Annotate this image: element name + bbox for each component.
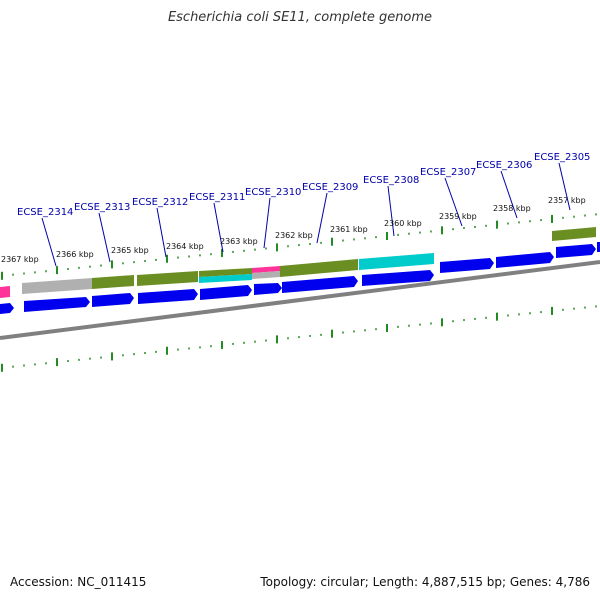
cds-arrow (556, 244, 596, 258)
gene-label[interactable]: ECSE_2311 (189, 192, 245, 203)
gene-label[interactable]: ECSE_2309 (302, 182, 358, 193)
cds-arrow (440, 258, 494, 273)
cog-feature (22, 278, 92, 294)
cds-arrow (200, 285, 252, 300)
cds-arrow (138, 289, 198, 304)
cog-feature (199, 274, 252, 283)
inner-tick-ring (1, 305, 597, 372)
gene-leader-lines (41, 162, 571, 267)
cog-feature (252, 266, 280, 273)
gene-label[interactable]: ECSE_2305 (534, 152, 590, 163)
gene-label[interactable]: ECSE_2312 (132, 197, 188, 208)
gene-label[interactable]: ECSE_2308 (363, 175, 419, 186)
leader-line (316, 192, 328, 244)
gene-label[interactable]: ECSE_2306 (476, 160, 532, 171)
cog-feature (252, 271, 280, 279)
kbp-label: 2367 kbp (1, 255, 39, 264)
leader-line (98, 212, 111, 263)
leader-line (444, 177, 463, 227)
cds-arrow (362, 270, 434, 286)
genome-summary-text: Topology: circular; Length: 4,887,515 bp… (260, 575, 590, 589)
cog-feature (0, 286, 10, 298)
leader-line (500, 170, 518, 219)
gene-label[interactable]: ECSE_2310 (245, 187, 301, 198)
cog-feature (280, 259, 358, 277)
genome-backbone (0, 260, 600, 340)
gene-label[interactable]: ECSE_2314 (17, 207, 73, 218)
cds-forward-track (0, 242, 600, 314)
leader-line (387, 185, 395, 237)
cds-arrow (0, 303, 14, 314)
kbp-label: 2360 kbp (384, 219, 422, 228)
gene-labels: ECSE_2314 ECSE_2313 ECSE_2312 ECSE_2311 … (17, 152, 590, 218)
kbp-label: 2359 kbp (439, 212, 477, 221)
cog-feature (552, 227, 596, 241)
kbp-tick-labels: 2367 kbp 2366 kbp 2365 kbp 2364 kbp 2363… (1, 196, 586, 264)
kbp-label: 2364 kbp (166, 242, 204, 251)
cds-arrow (496, 252, 554, 268)
cog-feature (92, 275, 134, 289)
leader-line (41, 217, 57, 267)
kbp-label: 2363 kbp (220, 237, 258, 246)
kbp-label: 2358 kbp (493, 204, 531, 213)
leader-line (558, 162, 571, 211)
gene-label[interactable]: ECSE_2307 (420, 167, 476, 178)
cds-arrow (24, 297, 90, 312)
kbp-label: 2362 kbp (275, 231, 313, 240)
map-title: Escherichia coli SE11, complete genome (167, 10, 433, 25)
leader-line (263, 197, 271, 249)
gene-label[interactable]: ECSE_2313 (74, 202, 130, 213)
cds-arrow (92, 293, 134, 307)
cog-feature (359, 253, 434, 270)
leader-line (156, 207, 167, 258)
cds-arrow (597, 242, 600, 252)
kbp-label: 2361 kbp (330, 225, 368, 234)
cog-feature-track (0, 227, 596, 298)
accession-text: Accession: NC_011415 (10, 575, 147, 589)
cds-arrow (254, 283, 282, 295)
cog-feature (137, 271, 198, 286)
kbp-label: 2357 kbp (548, 196, 586, 205)
leader-line (213, 202, 224, 253)
kbp-label: 2366 kbp (56, 250, 94, 259)
kbp-label: 2365 kbp (111, 246, 149, 255)
outer-tick-ring (1, 213, 597, 280)
cds-arrow (282, 276, 358, 293)
